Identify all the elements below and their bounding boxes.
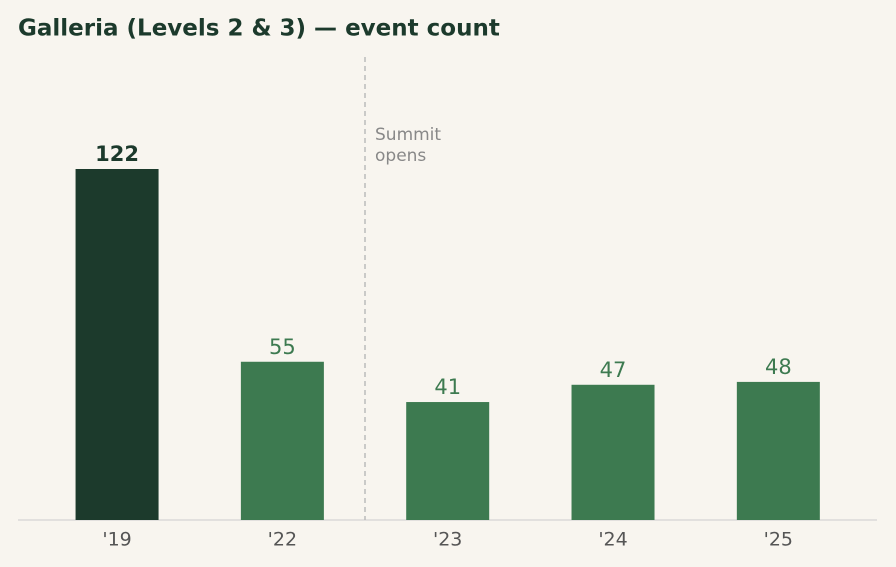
x-tick-label: '19 bbox=[102, 529, 131, 551]
value-label: 41 bbox=[434, 375, 461, 399]
x-tick-label: '22 bbox=[268, 529, 297, 551]
annotation-text: opens bbox=[375, 146, 426, 166]
x-tick-label: '25 bbox=[764, 529, 793, 551]
value-label: 48 bbox=[765, 355, 792, 379]
bar bbox=[406, 402, 490, 520]
x-tick-label: '23 bbox=[433, 529, 462, 551]
value-label: 55 bbox=[269, 335, 296, 359]
value-label: 122 bbox=[95, 142, 139, 166]
bar bbox=[571, 384, 655, 520]
value-label: 47 bbox=[600, 358, 627, 382]
bar bbox=[75, 169, 159, 520]
chart-title: Galleria (Levels 2 & 3) — event count bbox=[18, 16, 500, 42]
bar bbox=[736, 381, 820, 520]
annotation-text: Summit bbox=[375, 125, 441, 145]
x-tick-label: '24 bbox=[598, 529, 627, 551]
bar bbox=[240, 361, 324, 520]
